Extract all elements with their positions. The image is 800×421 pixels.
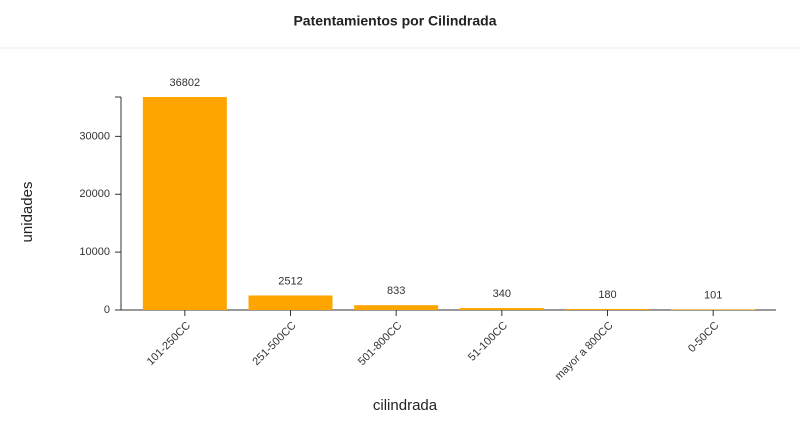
x-tick-label: 51-100CC bbox=[466, 320, 510, 364]
y-tick-label: 10000 bbox=[79, 246, 110, 258]
y-axis-label: unidades bbox=[19, 182, 36, 243]
value-label: 2512 bbox=[278, 275, 302, 287]
bar bbox=[354, 305, 439, 310]
value-label: 36802 bbox=[170, 77, 201, 89]
y-tick-label: 30000 bbox=[79, 130, 110, 142]
bar bbox=[248, 295, 333, 310]
x-tick-label: 0-50CC bbox=[686, 320, 721, 355]
y-tick-label: 20000 bbox=[79, 188, 110, 200]
value-label: 101 bbox=[704, 289, 722, 301]
x-axis-label: cilindrada bbox=[373, 397, 438, 414]
bar bbox=[459, 308, 544, 310]
value-label: 340 bbox=[493, 288, 511, 300]
x-tick-label: 101-250CC bbox=[145, 320, 193, 368]
chart-title: Patentamientos por Cilindrada bbox=[293, 13, 496, 29]
x-tick-label: mayor a 800CC bbox=[553, 320, 616, 383]
x-tick-label: 251-500CC bbox=[250, 320, 298, 368]
value-label: 833 bbox=[387, 285, 405, 297]
x-tick-label: 501-800CC bbox=[356, 320, 404, 368]
y-tick-label: 0 bbox=[104, 304, 110, 316]
bar bbox=[671, 309, 756, 310]
value-label: 180 bbox=[598, 289, 616, 301]
bar bbox=[142, 97, 227, 310]
bar bbox=[565, 308, 650, 310]
